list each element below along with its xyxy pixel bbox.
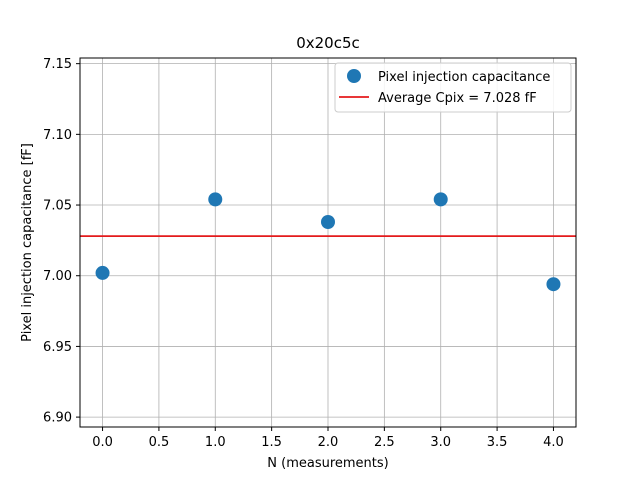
legend: Pixel injection capacitance Average Cpix… xyxy=(334,62,572,113)
y-axis-ticks: 6.90 6.95 7.00 7.05 7.10 7.15 xyxy=(43,57,80,426)
grid xyxy=(80,58,576,427)
legend-entry-scatter: Pixel injection capacitance xyxy=(378,70,550,85)
x-tick-label: 4.0 xyxy=(543,435,564,450)
data-point xyxy=(208,192,223,207)
x-tick-label: 2.5 xyxy=(374,435,395,450)
x-axis-label: N (measurements) xyxy=(267,456,388,471)
plot-series xyxy=(80,192,576,292)
legend-box xyxy=(334,62,572,113)
y-tick-label: 7.10 xyxy=(43,128,72,143)
data-point xyxy=(95,265,110,280)
legend-entry-average: Average Cpix = 7.028 fF xyxy=(378,91,537,106)
x-tick-label: 1.5 xyxy=(261,435,282,450)
x-tick-label: 1.0 xyxy=(205,435,226,450)
y-tick-label: 7.15 xyxy=(43,57,72,72)
x-axis-ticks: 0.0 0.5 1.0 1.5 2.0 2.5 3.0 3.5 4.0 xyxy=(92,427,564,450)
data-point xyxy=(321,215,335,229)
x-tick-label: 2.0 xyxy=(318,435,339,450)
x-tick-label: 3.5 xyxy=(487,435,508,450)
y-axis-label: Pixel injection capacitance [fF] xyxy=(20,143,35,342)
y-tick-label: 6.95 xyxy=(43,340,72,355)
data-point xyxy=(546,277,561,292)
legend-marker-scatter xyxy=(347,69,361,83)
x-tick-label: 3.0 xyxy=(430,435,451,450)
x-tick-label: 0.0 xyxy=(92,435,113,450)
chart-title: 0x20c5c xyxy=(296,34,360,52)
y-tick-label: 6.90 xyxy=(43,411,72,426)
x-tick-label: 0.5 xyxy=(149,435,170,450)
y-tick-label: 7.00 xyxy=(43,269,72,284)
data-point xyxy=(433,192,448,207)
y-tick-label: 7.05 xyxy=(43,199,72,214)
